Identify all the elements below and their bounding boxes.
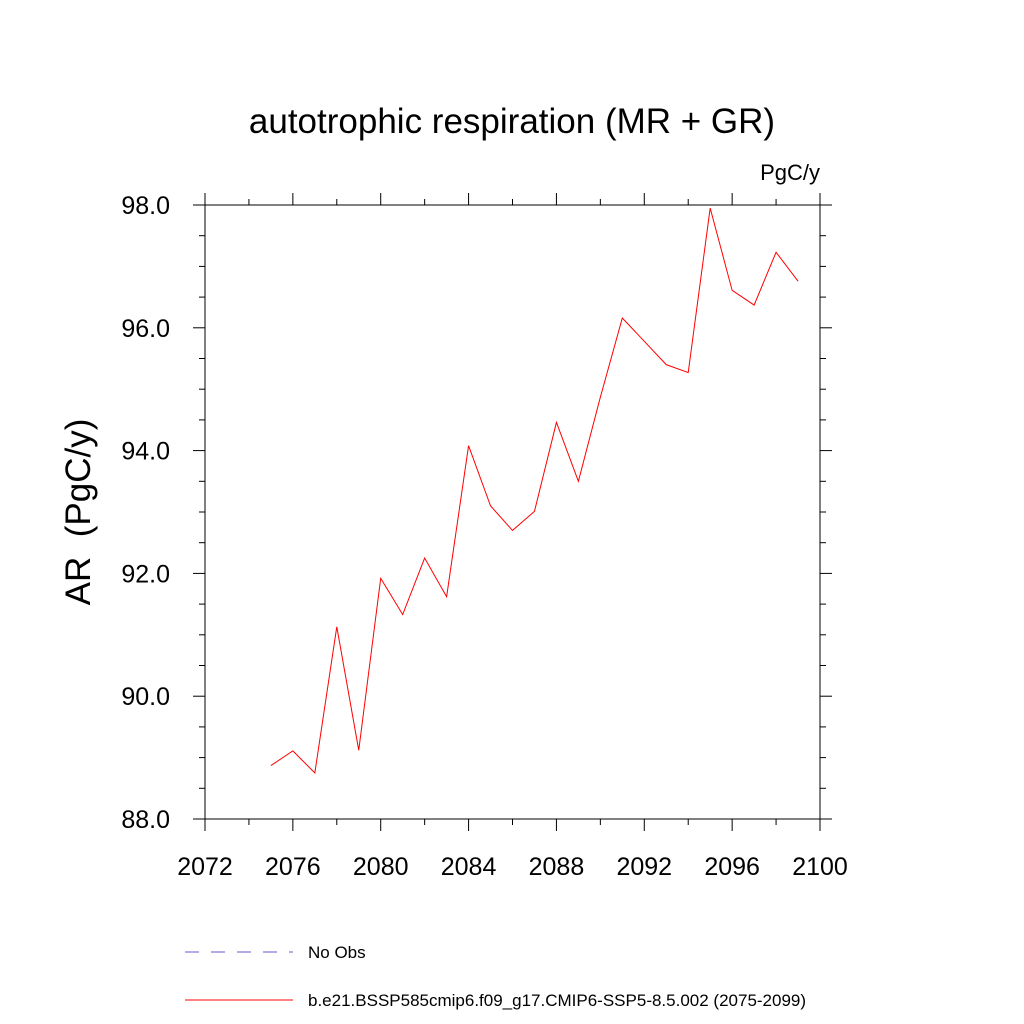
y-tick-label: 92.0 [121,560,170,588]
x-tick-label: 2080 [353,853,409,881]
x-tick-label: 2076 [265,853,321,881]
series-lines [270,207,799,775]
x-tick-labels: 2072 2076 2080 2084 2088 2092 2096 2100 [177,853,848,881]
y-tick-label: 88.0 [121,806,170,834]
legend-label: No Obs [308,943,366,962]
y-tick-label: 98.0 [121,192,170,220]
axis-ticks [193,193,832,831]
x-tick-label: 2100 [792,853,848,881]
series-line [270,207,799,775]
x-tick-label: 2096 [704,853,760,881]
y-tick-label: 96.0 [121,315,170,343]
x-tick-label: 2084 [441,853,497,881]
y-axis-label: AR (PgC/y) [59,419,98,606]
x-tick-label: 2092 [616,853,672,881]
plot-frame [204,204,821,820]
chart-title: autotrophic respiration (MR + GR) [249,102,775,141]
x-tick-label: 2072 [177,853,233,881]
y-tick-labels: 88.0 90.0 92.0 94.0 96.0 98.0 [121,192,170,834]
units-label: PgC/y [760,160,820,185]
y-tick-label: 90.0 [121,683,170,711]
legend-label: b.e21.BSSP585cmip6.f09_g17.CMIP6-SSP5-8.… [308,991,806,1010]
y-tick-label: 94.0 [121,438,170,466]
x-tick-label: 2088 [529,853,585,881]
legend: No Obs b.e21.BSSP585cmip6.f09_g17.CMIP6-S… [185,943,806,1010]
